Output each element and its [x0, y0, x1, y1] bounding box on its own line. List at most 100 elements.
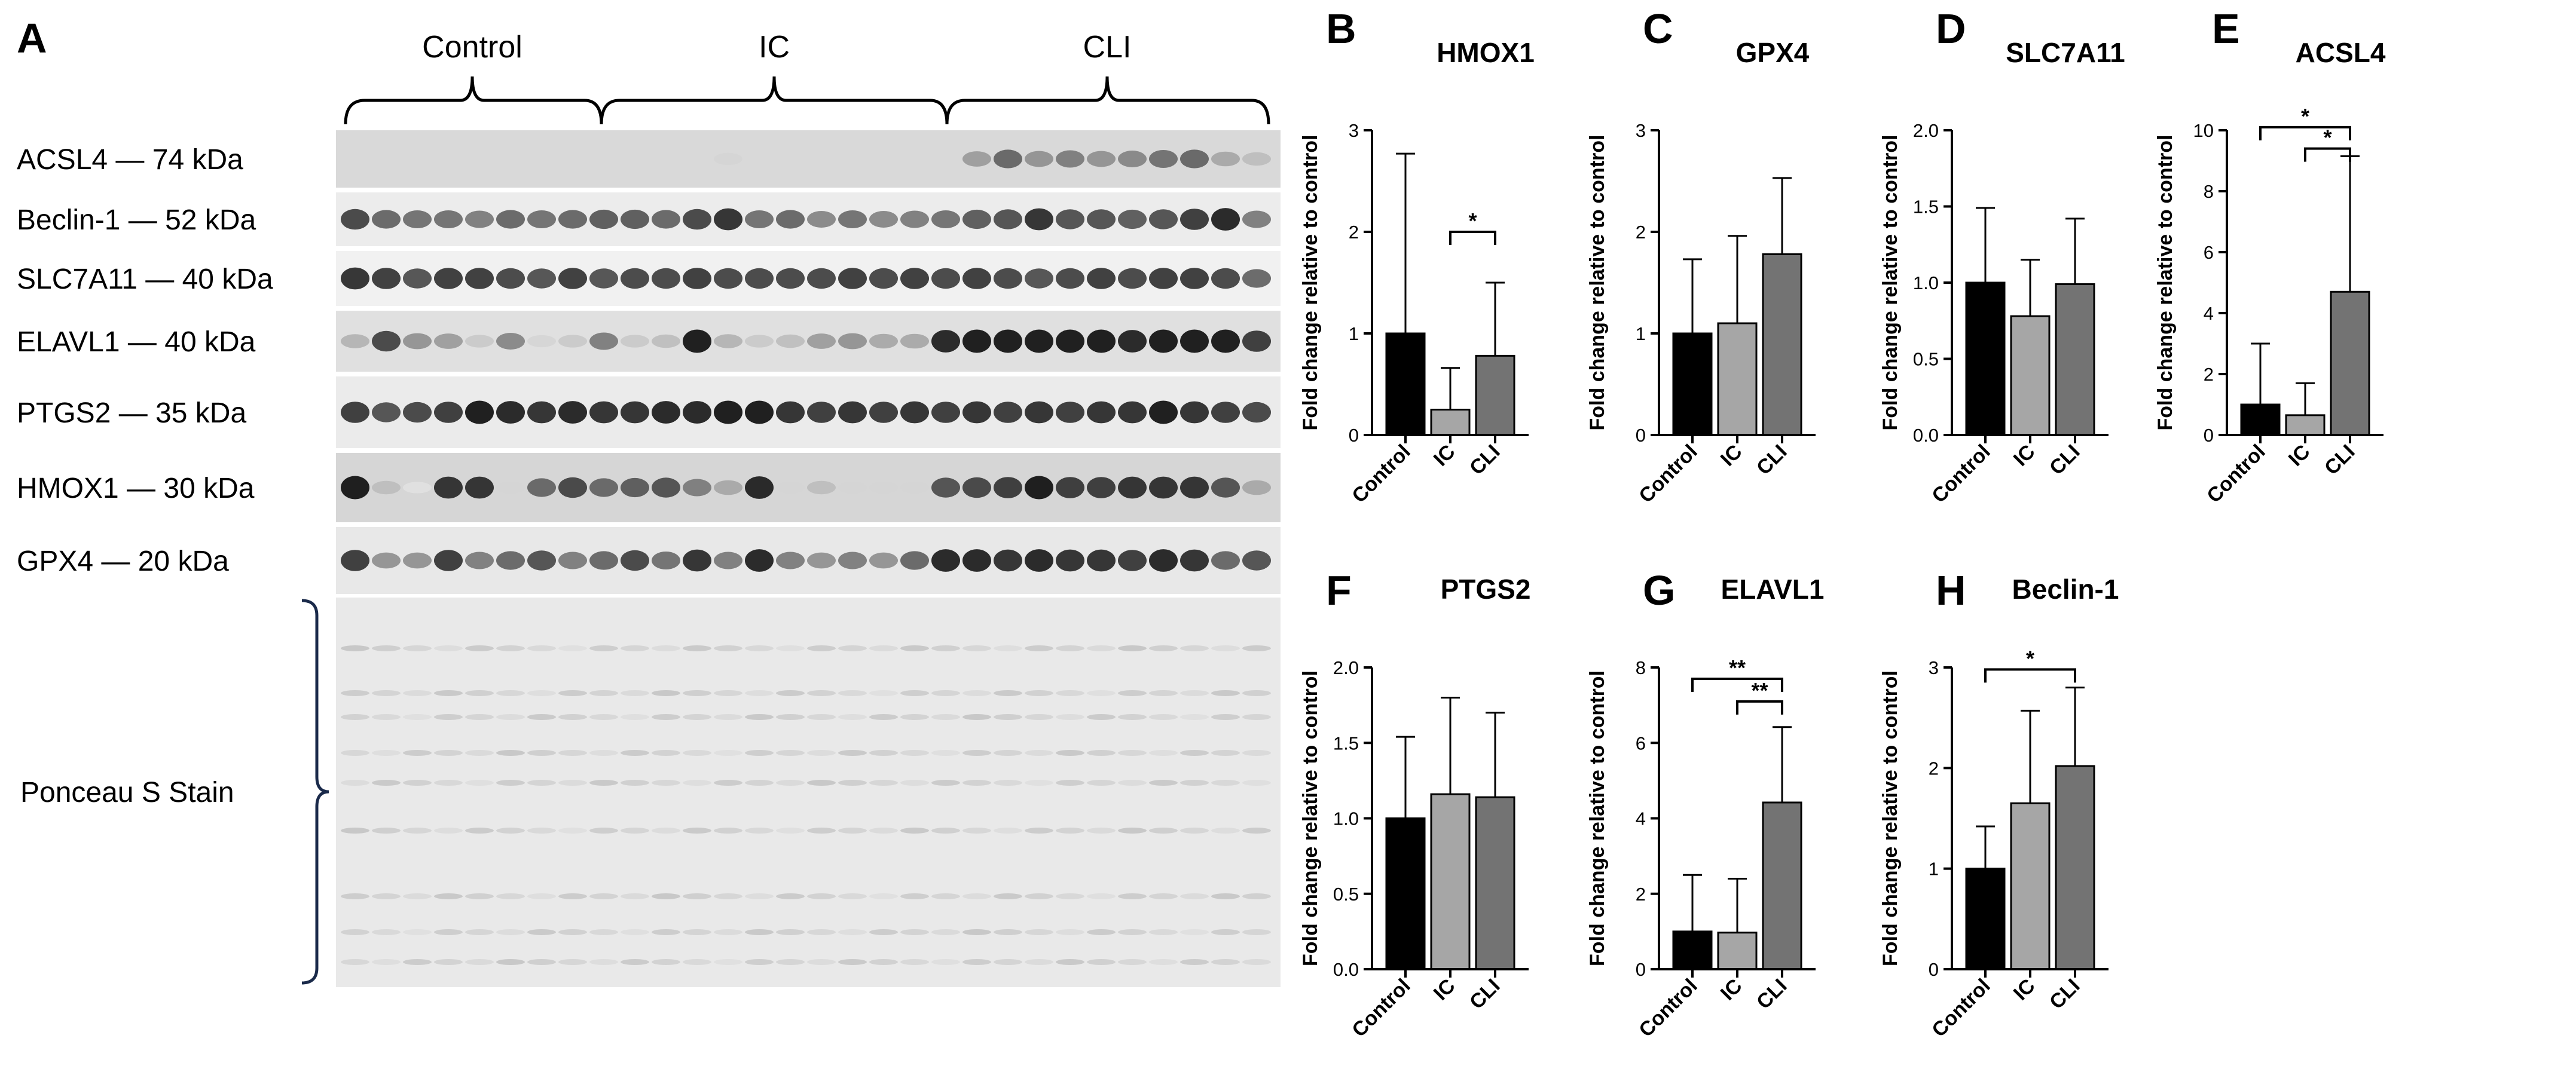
blot-band	[1149, 476, 1178, 499]
ponceau-band	[1025, 690, 1053, 696]
ponceau-band	[558, 929, 587, 935]
ponceau-band	[683, 714, 711, 720]
blot-band	[745, 335, 774, 348]
blot-band	[1211, 551, 1240, 570]
ponceau-band	[652, 828, 680, 834]
ponceau-band	[962, 690, 991, 696]
x-tick-label: Control	[1927, 440, 1994, 507]
blot-band	[962, 268, 991, 289]
blot-row-label: ACSL4 — 74 kDa	[17, 144, 243, 176]
ponceau-band	[745, 929, 774, 935]
blot-band	[1025, 268, 1053, 289]
x-tick-label: CLI	[2320, 440, 2360, 480]
ponceau-band	[776, 959, 805, 965]
ponceau-brace	[301, 599, 329, 985]
blot-row-label: HMOX1 — 30 kDa	[17, 473, 255, 504]
blot-band	[900, 210, 929, 228]
ponceau-band	[1056, 828, 1084, 834]
ponceau-band	[372, 714, 401, 720]
ponceau-band	[838, 714, 867, 720]
blot-band	[776, 481, 805, 494]
ponceau-band	[745, 714, 774, 720]
blot-band	[1242, 480, 1271, 495]
ponceau-band	[527, 929, 556, 935]
blot-band	[341, 209, 369, 230]
x-tick-label: Control	[1927, 975, 1994, 1042]
ponceau-band	[714, 780, 742, 786]
y-axis-label: Fold change relative to control	[2154, 135, 2177, 431]
ponceau-band	[403, 714, 432, 720]
ponceau-band	[931, 690, 960, 696]
blot-band	[465, 476, 494, 499]
blot-band	[1180, 268, 1209, 289]
x-tick-label: CLI	[1752, 440, 1792, 480]
blot-row: SLC7A11 — 40 kDa	[17, 251, 1281, 306]
ponceau-band	[962, 714, 991, 720]
ponceau-band	[341, 750, 369, 756]
ponceau-band	[838, 690, 867, 696]
y-tick-label: 0	[1636, 425, 1646, 446]
chart-title: PTGS2	[1441, 574, 1531, 605]
bar-cli	[2055, 283, 2095, 436]
ponceau-band	[1211, 929, 1240, 935]
ponceau-band	[372, 828, 401, 834]
blot-band	[1180, 401, 1209, 424]
y-tick-label: 2	[2204, 364, 2214, 385]
ponceau-band	[341, 828, 369, 834]
bar-cli	[1762, 253, 1802, 436]
blot-band	[869, 211, 898, 228]
ponceau-band	[372, 645, 401, 651]
ponceau-band	[714, 750, 742, 756]
y-tick-label: 10	[2193, 120, 2214, 141]
blot-band	[776, 401, 805, 424]
blot-row: ELAVL1 — 40 kDa	[17, 311, 1281, 372]
y-tick-label: 2	[1349, 222, 1359, 243]
blot-band	[1149, 268, 1178, 289]
y-tick-label: 2.0	[1333, 657, 1359, 678]
y-axis-label: Fold change relative to control	[1586, 135, 1609, 431]
group-label-ic: IC	[759, 30, 790, 65]
ponceau-band	[900, 750, 929, 756]
blot-band	[527, 335, 556, 348]
blot-band	[1056, 402, 1084, 423]
ponceau-band	[621, 780, 649, 786]
blot-band	[1025, 329, 1053, 353]
ponceau-band	[1211, 690, 1240, 696]
ponceau-band	[1056, 959, 1084, 965]
ponceau-band	[434, 645, 463, 651]
blot-band	[776, 210, 805, 229]
blot-band	[745, 549, 774, 572]
ponceau-band	[372, 750, 401, 756]
ponceau-band	[341, 780, 369, 786]
blot-band	[1025, 208, 1053, 231]
ponceau-band	[1149, 780, 1178, 786]
blot-band	[807, 268, 836, 289]
ponceau-band	[341, 893, 369, 899]
ponceau-band	[372, 893, 401, 899]
blot-band	[621, 401, 649, 424]
blot-band	[683, 268, 711, 289]
ponceau-band	[869, 893, 898, 899]
blot-band	[372, 480, 401, 495]
blot-row-label: Beclin-1 — 52 kDa	[17, 204, 256, 236]
ponceau-band	[838, 828, 867, 834]
ponceau-band	[621, 750, 649, 756]
x-tick-label: Control	[1347, 440, 1414, 507]
blot-band	[465, 400, 494, 424]
blot-band	[838, 552, 867, 569]
blot-band	[1087, 549, 1116, 572]
ponceau-band	[403, 690, 432, 696]
y-tick-label: 0.0	[1333, 959, 1359, 980]
ponceau-band	[1211, 828, 1240, 834]
blot-band	[1242, 550, 1271, 571]
panel-letter: E	[2212, 5, 2240, 52]
x-tick-label: IC	[2284, 440, 2315, 471]
ponceau-band	[962, 929, 991, 935]
ponceau-band	[807, 893, 836, 899]
ponceau-band	[434, 828, 463, 834]
ponceau-band	[994, 750, 1022, 756]
ponceau-band	[838, 959, 867, 965]
ponceau-band	[589, 929, 618, 935]
ponceau-band	[1242, 893, 1271, 899]
blot-band	[994, 149, 1022, 169]
